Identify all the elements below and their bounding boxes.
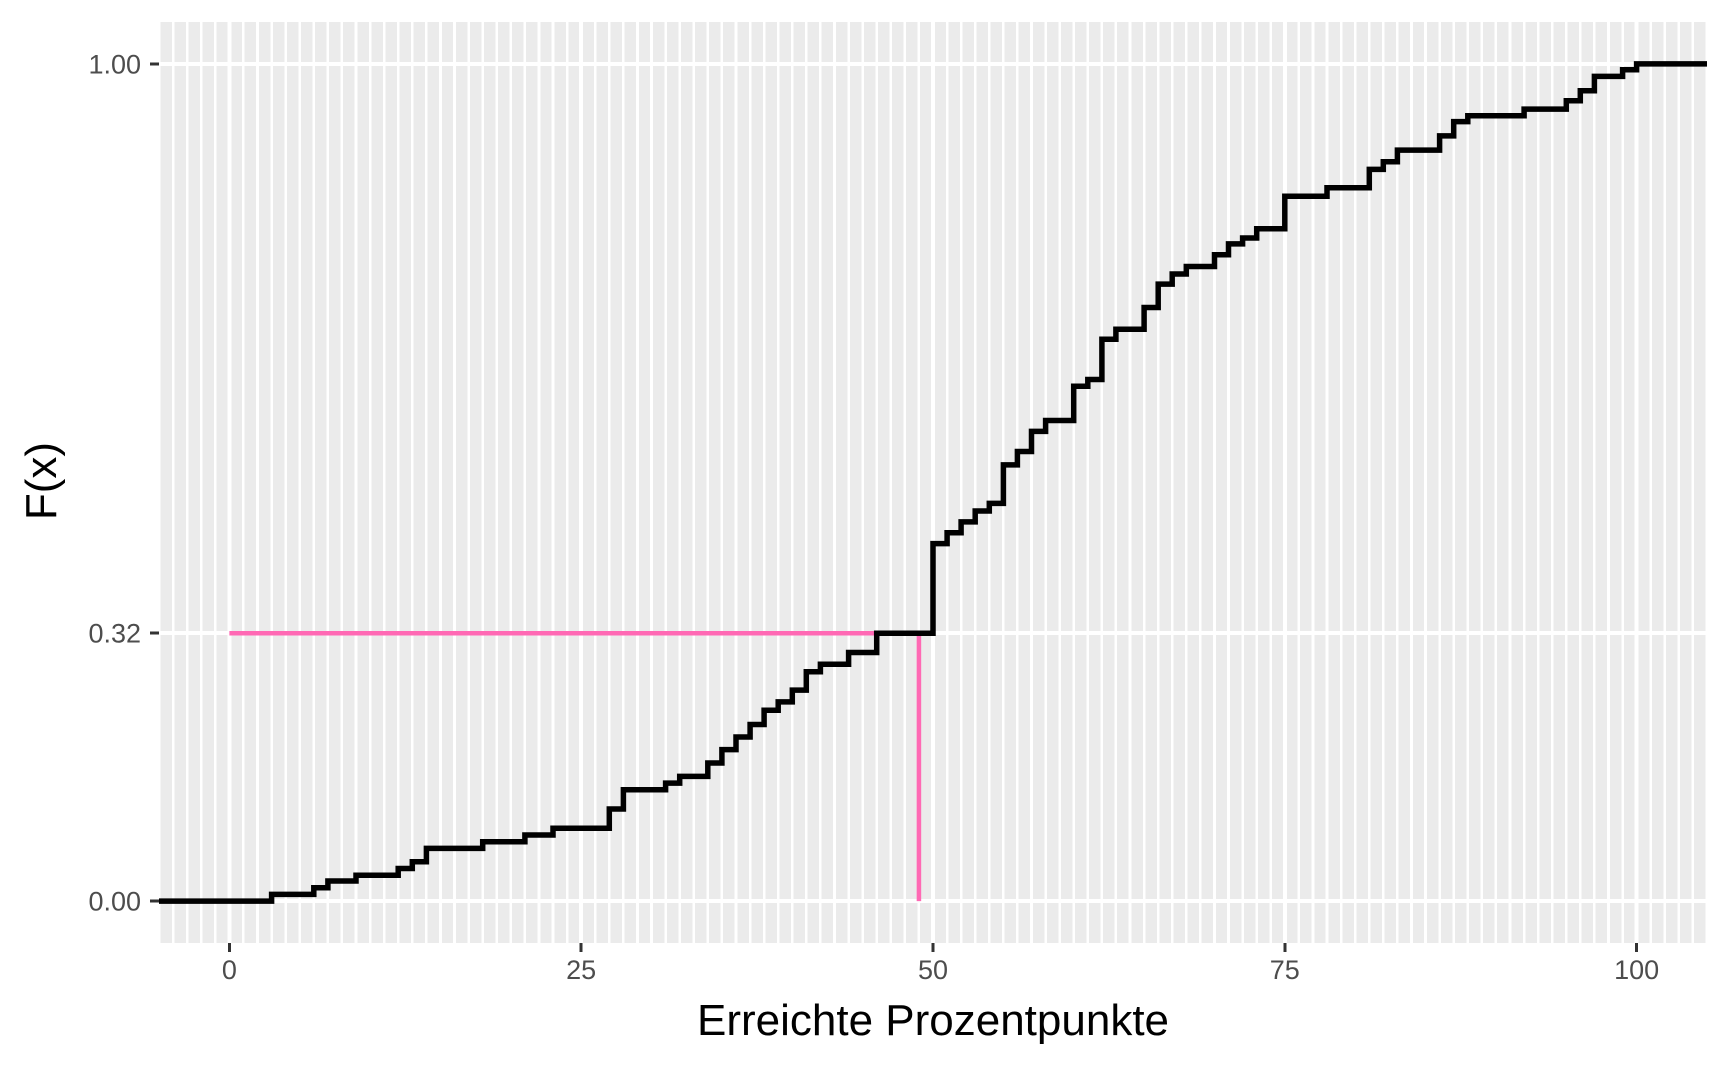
y-tick-label: 0.32 <box>88 619 141 649</box>
y-tick-label: 1.00 <box>88 49 141 79</box>
x-tick-label: 75 <box>1270 955 1300 985</box>
x-tick-label: 50 <box>918 955 948 985</box>
y-axis-title: F(x) <box>17 441 66 521</box>
x-tick-label: 100 <box>1614 955 1659 985</box>
y-tick-label: 0.00 <box>88 887 141 917</box>
x-tick-label: 25 <box>566 955 596 985</box>
x-tick-label: 0 <box>222 955 237 985</box>
ecdf-step-line <box>159 61 1707 904</box>
x-axis-title: Erreichte Prozentpunkte <box>696 996 1170 1045</box>
